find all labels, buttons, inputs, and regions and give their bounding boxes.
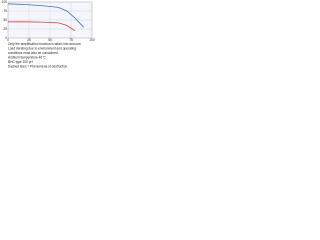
y-tick-label: 75 xyxy=(3,9,7,13)
x-tick-label: 0 xyxy=(7,38,9,42)
x-tick-label: 50 xyxy=(48,38,52,42)
x-tick-label: 100 xyxy=(89,38,95,42)
y-tick-label: 50 xyxy=(3,18,7,22)
page: 0 25 50 75 100 0 25 50 75 100 Only the amplificati… xyxy=(0,0,100,72)
note-line: Only the amplification function is taken… xyxy=(8,42,81,46)
series-line xyxy=(7,3,84,28)
note-line: BHC type 100 pH xyxy=(8,60,34,64)
note-line: Ambient temperature 40°C xyxy=(8,55,46,59)
note-line: Load derating due to environment and ope… xyxy=(8,46,76,50)
x-tick-label: 25 xyxy=(27,38,31,42)
y-tick-label: 100 xyxy=(2,0,8,4)
y-tick-label: 0 xyxy=(5,36,7,40)
y-tick-label: 25 xyxy=(3,27,7,31)
series-line xyxy=(8,21,76,32)
x-tick-label: 75 xyxy=(69,38,73,42)
note-line: conditions must also be considered. xyxy=(8,51,59,55)
note-line: Dashed lines = Phenomena of destruction xyxy=(8,64,67,68)
